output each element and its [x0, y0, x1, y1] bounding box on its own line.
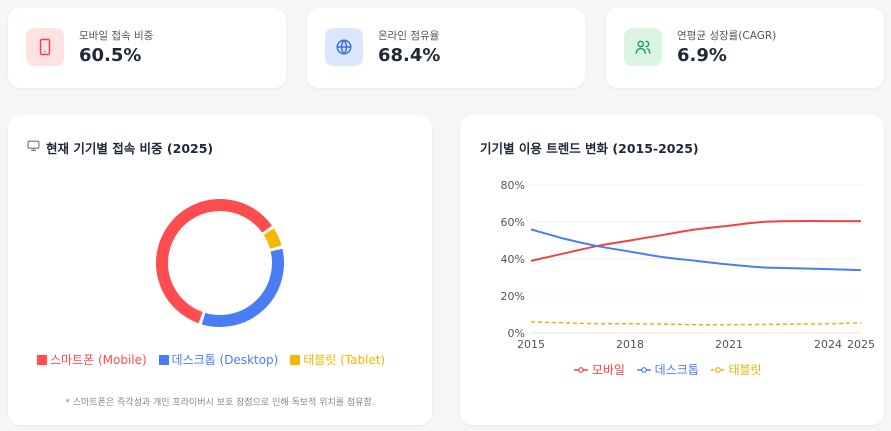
legend-swatch-tablet [290, 354, 301, 365]
y-tick-label: 80% [501, 179, 525, 192]
x-tick-label: 2018 [616, 338, 644, 351]
line-chart: 0% 20% 40% 60% 80% 2015 2018 2021 2024 2025 [501, 179, 875, 351]
donut-chart [156, 199, 284, 327]
legend-label-tablet[interactable]: 태블릿 [728, 363, 762, 377]
donut-slice-mobile[interactable] [156, 199, 272, 324]
y-tick-label: 0% [508, 327, 525, 340]
users-icon [624, 28, 662, 66]
tablet-icon [26, 28, 64, 66]
kpi-label: 연평균 성장률(CAGR) [677, 30, 777, 42]
donut-slice-desktop[interactable] [201, 248, 284, 327]
trend-panel: 기기별 이용 트렌드 변화 (2015-2025) 0% 20% 40% 60% 80%… [460, 115, 884, 425]
monitor-icon [27, 137, 40, 156]
legend-swatch-desktop [158, 354, 169, 365]
legend-swatch-mobile [37, 354, 47, 365]
kpi-card-mobile: 모바일 접속 비중 60.5% [8, 8, 286, 88]
legend-label-tablet[interactable]: 태블릿 (Tablet) [303, 353, 386, 367]
footnote: * 스마트폰은 즉각성과 개인 프라이버시 보호 장점으로 인해 독보적 위치를… [65, 398, 375, 408]
x-tick-label: 2015 [517, 338, 545, 351]
x-tick-label: 2024 [814, 338, 842, 351]
donut-legend: 스마트폰 (Mobile) 데스크톱 (Desktop) 태블릿 (Tablet… [37, 351, 385, 368]
legend-label-mobile[interactable]: 스마트폰 (Mobile) [50, 353, 147, 367]
kpi-label: 온라인 점유율 [378, 30, 440, 42]
y-tick-label: 20% [501, 290, 525, 303]
kpi-value: 68.4% [378, 45, 441, 66]
y-tick-label: 60% [501, 216, 525, 229]
panel-title: 기기별 이용 트렌드 변화 (2015-2025) [480, 141, 699, 156]
x-tick-label: 2021 [715, 338, 743, 351]
legend-label-desktop[interactable]: 데스크톱 [654, 363, 699, 377]
legend-line-icon-tablet [710, 363, 725, 377]
series-line-mobile[interactable] [530, 220, 861, 262]
donut-slice-tablet[interactable] [263, 228, 282, 249]
series-line-tablet[interactable] [530, 321, 862, 326]
globe-icon [325, 28, 363, 66]
device-share-panel: 현재 기기별 접속 비중 (2025) 스마트폰 (Mobile) 데스크톱 (… [8, 115, 432, 425]
y-tick-label: 40% [501, 253, 525, 266]
kpi-value: 60.5% [79, 45, 142, 66]
series-line-desktop[interactable] [530, 228, 862, 272]
kpi-card-online-share: 온라인 점유율 68.4% [307, 8, 585, 88]
trend-legend: 모바일 데스크톱 태블릿 [574, 361, 762, 378]
kpi-label: 모바일 접속 비중 [79, 30, 154, 42]
legend-line-icon-desktop [636, 363, 651, 377]
x-tick-label: 2025 [847, 338, 875, 351]
kpi-card-cagr: 연평균 성장률(CAGR) 6.9% [606, 8, 884, 88]
legend-label-mobile[interactable]: 모바일 [591, 363, 625, 377]
kpi-value: 6.9% [677, 45, 727, 66]
legend-label-desktop[interactable]: 데스크톱 (Desktop) [171, 353, 279, 367]
legend-line-icon-mobile [574, 363, 588, 377]
panel-title: 현재 기기별 접속 비중 (2025) [46, 141, 214, 156]
